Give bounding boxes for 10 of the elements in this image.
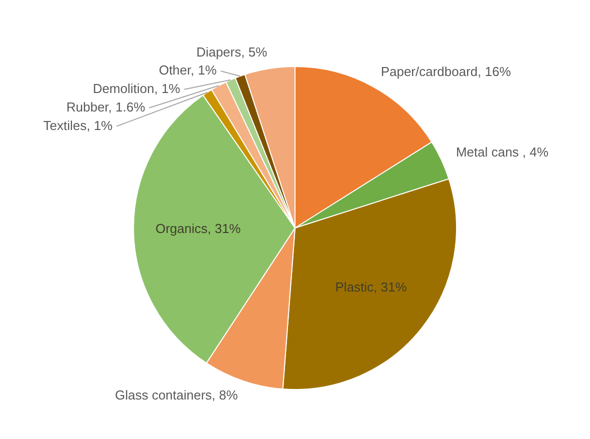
slice-label: Textiles, 1%: [43, 118, 114, 133]
slice-label: Metal cans , 4%: [456, 144, 549, 160]
slice-label: Other, 1%: [158, 62, 218, 78]
slice-label: Glass containers, 8%: [114, 388, 238, 403]
slice-label: Paper/cardboard, 16%: [380, 64, 512, 80]
slice-label: Demolition, 1%: [92, 80, 181, 96]
slice-label: Organics, 31%: [155, 220, 242, 236]
slice-label: Diapers, 5%: [196, 44, 268, 60]
slice-label: Plastic, 31%: [335, 280, 408, 295]
slice-label: Rubber, 1.6%: [66, 99, 146, 114]
